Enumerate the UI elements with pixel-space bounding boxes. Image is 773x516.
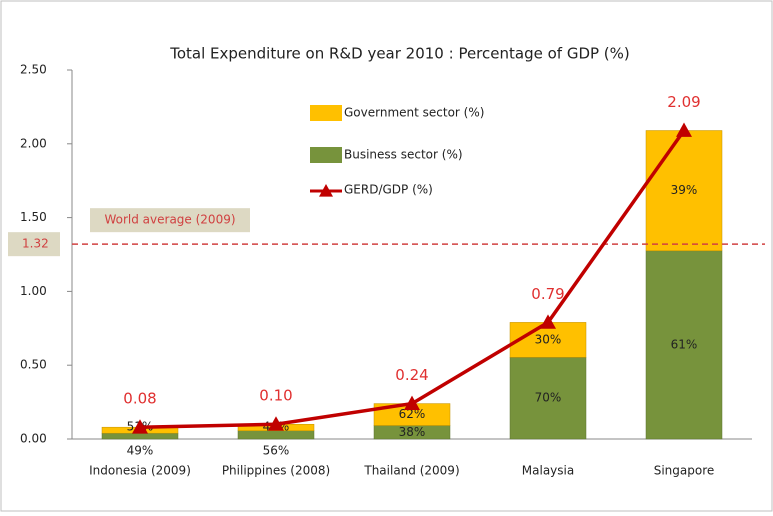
x-tick-label: Indonesia (2009) <box>89 464 191 478</box>
y-tick-label: 2.00 <box>20 136 47 150</box>
bar-business <box>101 432 179 440</box>
legend-swatch <box>310 105 342 121</box>
government-label: 30% <box>535 332 562 346</box>
reference-value-bg <box>8 232 60 257</box>
gerd-label: 2.09 <box>667 93 700 111</box>
bar-government <box>645 130 723 252</box>
business-label: 56% <box>263 444 290 458</box>
reference-value: 1.32 <box>22 237 49 251</box>
gerd-label: 0.79 <box>531 285 564 303</box>
business-label: 70% <box>535 391 562 405</box>
y-tick-label: 0.00 <box>20 432 47 446</box>
gerd-marker <box>676 122 692 137</box>
x-tick-label: Thailand (2009) <box>363 464 459 478</box>
y-tick-label: 1.50 <box>20 210 47 224</box>
legend-label: Government sector (%) <box>344 106 484 120</box>
business-label: 49% <box>127 444 154 458</box>
gerd-label: 0.10 <box>259 387 292 405</box>
legend-label: Business sector (%) <box>344 148 463 162</box>
reference-label: World average (2009) <box>104 213 235 227</box>
x-tick-label: Malaysia <box>522 464 574 478</box>
x-tick-label: Singapore <box>654 464 715 478</box>
legend-marker <box>319 184 333 197</box>
gerd-marker <box>132 419 148 434</box>
gerd-marker <box>404 395 420 410</box>
y-tick-label: 2.50 <box>20 63 47 77</box>
business-label: 61% <box>671 337 698 351</box>
business-label: 38% <box>399 425 426 439</box>
government-label: 62% <box>399 407 426 421</box>
bar-business <box>645 250 723 440</box>
gerd-label: 0.08 <box>123 390 156 408</box>
gerd-marker <box>540 314 556 329</box>
legend-swatch <box>310 147 342 163</box>
government-label: 39% <box>671 183 698 197</box>
x-tick-label: Philippines (2008) <box>222 464 330 478</box>
y-tick-label: 1.00 <box>20 284 47 298</box>
chart-title: Total Expenditure on R&D year 2010 : Per… <box>169 45 630 63</box>
y-tick-label: 0.50 <box>20 358 47 372</box>
gerd-marker <box>268 416 284 431</box>
gerd-label: 0.24 <box>395 366 428 384</box>
legend-label: GERD/GDP (%) <box>344 183 433 197</box>
bar-business <box>509 357 587 440</box>
reference-label-bg <box>90 208 250 233</box>
